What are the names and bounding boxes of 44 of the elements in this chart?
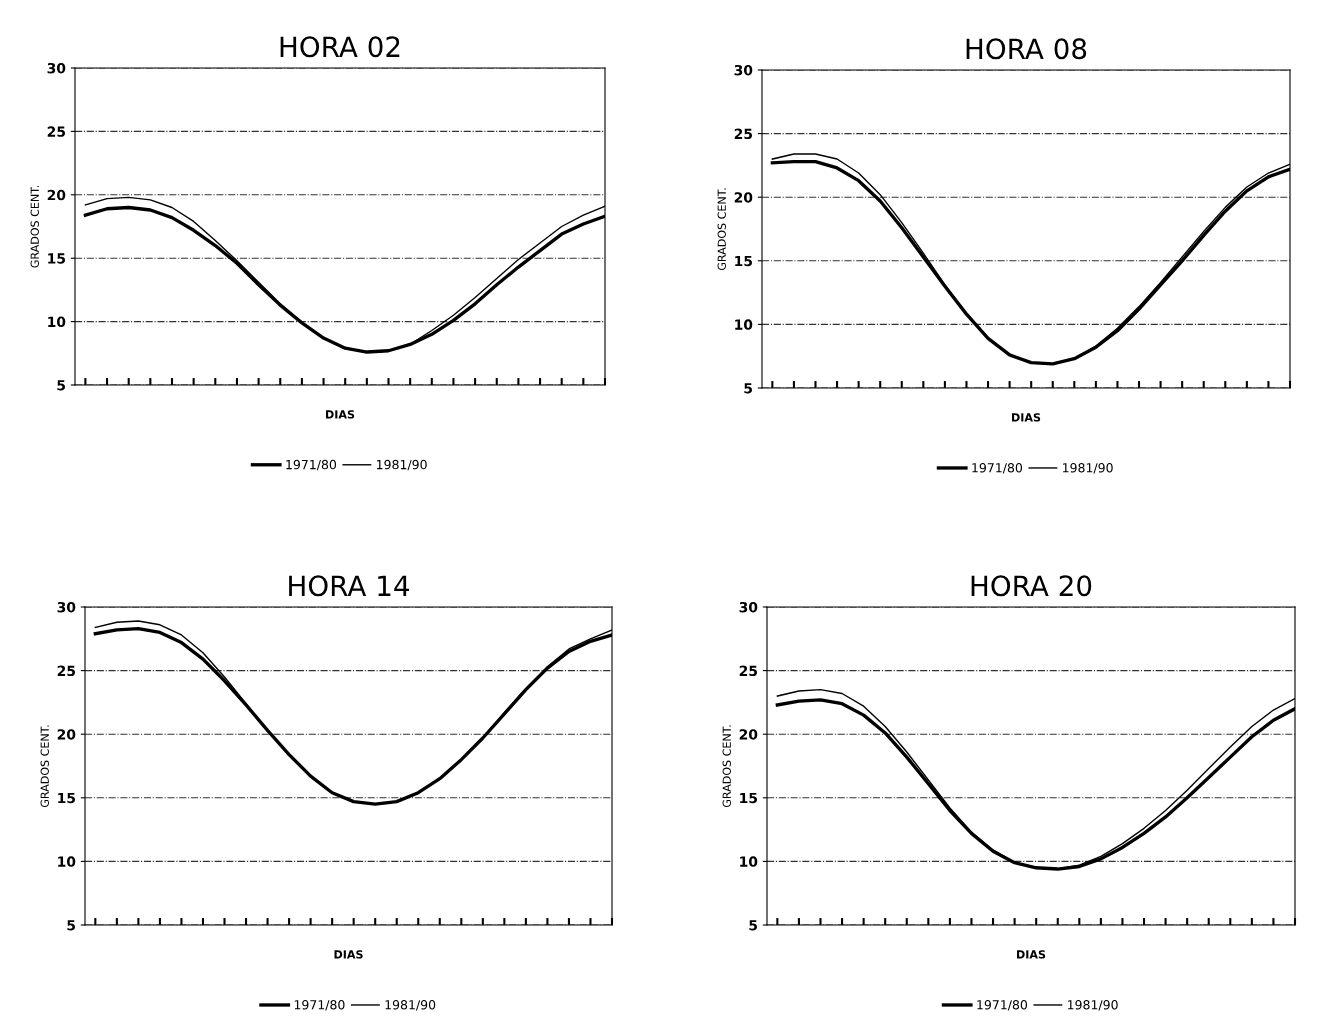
y-tick-label: 10 — [735, 319, 753, 330]
legend-label: 1971/80 — [286, 459, 337, 471]
y-tick-label: 5 — [749, 920, 757, 931]
y-tick-label: 5 — [744, 383, 752, 394]
y-tick-label: 30 — [734, 64, 753, 76]
y-axis-title: GRADOS CENT. — [717, 188, 726, 271]
y-tick-label: 20 — [739, 729, 758, 740]
y-tick-label: 20 — [734, 192, 753, 203]
legend-label: 1971/80 — [972, 463, 1023, 474]
legend-label: 1971/80 — [977, 1000, 1028, 1011]
x-axis-title: DIAS — [1012, 413, 1041, 422]
y-tick-label: 10 — [48, 316, 66, 328]
legend-label: 1981/90 — [1063, 463, 1113, 474]
legend-label: 1981/90 — [377, 459, 427, 471]
chart-title: HORA 14 — [289, 575, 409, 597]
chart-title: HORA 08 — [966, 38, 1087, 60]
y-tick-label: 10 — [58, 856, 76, 867]
y-tick-label: 30 — [57, 601, 76, 613]
y-tick-label: 5 — [57, 380, 65, 391]
legend-label: 1981/90 — [385, 1000, 436, 1011]
legend-label: 1971/80 — [294, 1000, 345, 1011]
y-tick-label: 25 — [47, 126, 65, 137]
y-tick-label: 10 — [740, 856, 758, 867]
y-tick-label: 25 — [57, 665, 75, 677]
y-tick-label: 25 — [739, 665, 757, 677]
y-tick-label: 15 — [740, 792, 757, 804]
chart-title: HORA 20 — [971, 575, 1092, 597]
x-axis-title: DIAS — [326, 410, 355, 419]
y-tick-label: 25 — [734, 128, 752, 140]
chart-title: HORA 02 — [280, 36, 400, 58]
legend-label: 1981/90 — [1068, 1000, 1118, 1011]
y-tick-label: 20 — [47, 189, 66, 201]
y-tick-label: 15 — [58, 792, 75, 804]
y-tick-label: 20 — [57, 729, 76, 740]
y-tick-label: 15 — [48, 253, 65, 264]
y-tick-label: 30 — [739, 601, 758, 613]
x-axis-title: DIAS — [334, 950, 363, 959]
x-axis-title: DIAS — [1017, 950, 1046, 959]
y-tick-label: 30 — [47, 62, 66, 74]
y-axis-title: GRADOS CENT. — [40, 725, 49, 808]
y-tick-label: 15 — [735, 255, 752, 267]
y-axis-title: GRADOS CENT. — [30, 185, 39, 268]
y-axis-title: GRADOS CENT. — [722, 725, 731, 808]
y-tick-label: 5 — [67, 920, 75, 931]
